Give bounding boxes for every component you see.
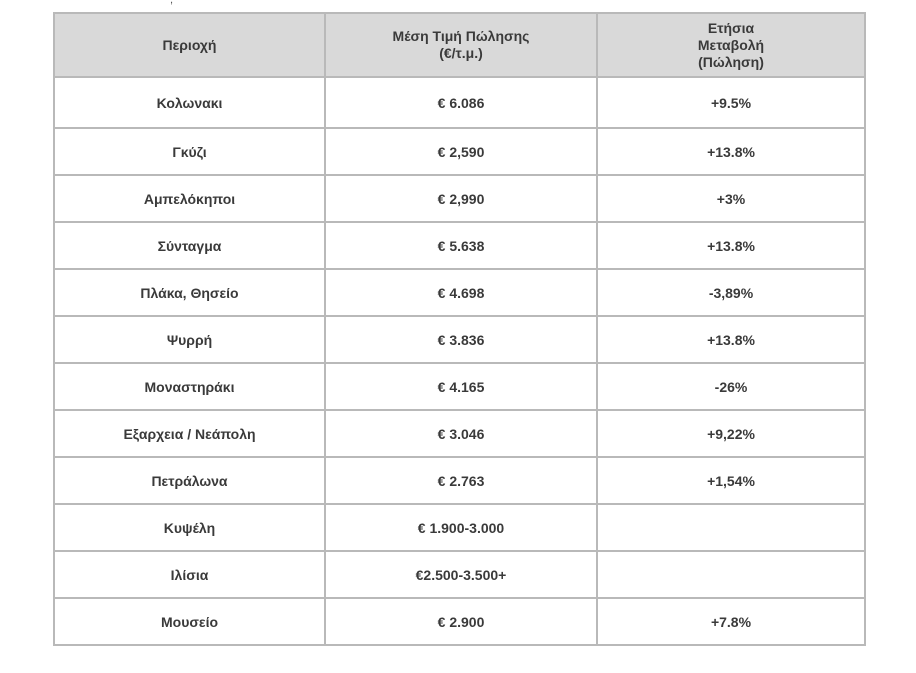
- cell-area: Αμπελόκηποι: [53, 174, 326, 223]
- header-change-line-3: (Πώληση): [698, 53, 764, 70]
- table-row: Αμπελόκηποι € 2,990 +3%: [53, 174, 866, 223]
- cell-area: Ιλίσια: [53, 550, 326, 599]
- table-row: Γκύζι € 2,590 +13.8%: [53, 127, 866, 176]
- header-area: Περιοχή: [53, 12, 326, 78]
- header-price-line-2: (€/τ.μ.): [439, 45, 483, 61]
- cell-price: € 1.900-3.000: [324, 503, 598, 552]
- header-change: Ετήσια Μεταβολή (Πώληση): [596, 12, 866, 78]
- cell-price: €2.500-3.500+: [324, 550, 598, 599]
- cell-change: +7.8%: [596, 597, 866, 646]
- table-row: Κυψέλη € 1.900-3.000: [53, 503, 866, 552]
- cell-area: Ψυρρή: [53, 315, 326, 364]
- cell-area: Εξαρχεια / Νεάπολη: [53, 409, 326, 458]
- header-row: Περιοχή Μέση Τιμή Πώλησης (€/τ.μ.) Ετήσι…: [53, 12, 866, 78]
- cell-area: Πλάκα, Θησείο: [53, 268, 326, 317]
- table-row: Ιλίσια €2.500-3.500+: [53, 550, 866, 599]
- cell-change: [596, 503, 866, 552]
- cell-change: +1,54%: [596, 456, 866, 505]
- price-table: Περιοχή Μέση Τιμή Πώλησης (€/τ.μ.) Ετήσι…: [53, 12, 866, 646]
- cell-area: Σύνταγμα: [53, 221, 326, 270]
- cell-area: Κυψέλη: [53, 503, 326, 552]
- table-row: Πετράλωνα € 2.763 +1,54%: [53, 456, 866, 505]
- header-area-label: Περιοχή: [162, 36, 217, 53]
- header-change-line-1: Ετήσια: [707, 19, 755, 36]
- cell-area: Μοναστηράκι: [53, 362, 326, 411]
- table-body: Κολωνακι € 6.086 +9.5% Γκύζι € 2,590 +13…: [53, 76, 866, 646]
- cell-area: Κολωνακι: [53, 76, 326, 129]
- table-row: Ψυρρή € 3.836 +13.8%: [53, 315, 866, 364]
- cropped-text-fragment: ,: [170, 0, 174, 6]
- cell-price: € 3.046: [324, 409, 598, 458]
- cell-price: € 2,590: [324, 127, 598, 176]
- cell-price: € 4.698: [324, 268, 598, 317]
- cell-area: Πετράλωνα: [53, 456, 326, 505]
- table-header: Περιοχή Μέση Τιμή Πώλησης (€/τ.μ.) Ετήσι…: [53, 12, 866, 78]
- cell-price: € 5.638: [324, 221, 598, 270]
- table-row: Πλάκα, Θησείο € 4.698 -3,89%: [53, 268, 866, 317]
- table-row: Σύνταγμα € 5.638 +13.8%: [53, 221, 866, 270]
- cell-area: Γκύζι: [53, 127, 326, 176]
- cell-area: Μουσείο: [53, 597, 326, 646]
- header-price: Μέση Τιμή Πώλησης (€/τ.μ.): [324, 12, 598, 78]
- cell-change: -26%: [596, 362, 866, 411]
- table-row: Κολωνακι € 6.086 +9.5%: [53, 76, 866, 129]
- cell-change: -3,89%: [596, 268, 866, 317]
- cell-change: +13.8%: [596, 127, 866, 176]
- cell-price: € 3.836: [324, 315, 598, 364]
- header-change-line-2: Μεταβολή: [697, 36, 765, 53]
- cell-price: € 2.763: [324, 456, 598, 505]
- cell-change: +3%: [596, 174, 866, 223]
- cell-price: € 4.165: [324, 362, 598, 411]
- cell-change: [596, 550, 866, 599]
- cell-change: +9,22%: [596, 409, 866, 458]
- cell-price: € 2.900: [324, 597, 598, 646]
- cell-change: +13.8%: [596, 221, 866, 270]
- table-row: Εξαρχεια / Νεάπολη € 3.046 +9,22%: [53, 409, 866, 458]
- table-row: Μουσείο € 2.900 +7.8%: [53, 597, 866, 646]
- cell-change: +9.5%: [596, 76, 866, 129]
- cell-price: € 6.086: [324, 76, 598, 129]
- table-row: Μοναστηράκι € 4.165 -26%: [53, 362, 866, 411]
- cell-change: +13.8%: [596, 315, 866, 364]
- cell-price: € 2,990: [324, 174, 598, 223]
- header-price-line-1: Μέση Τιμή Πώλησης: [392, 28, 530, 44]
